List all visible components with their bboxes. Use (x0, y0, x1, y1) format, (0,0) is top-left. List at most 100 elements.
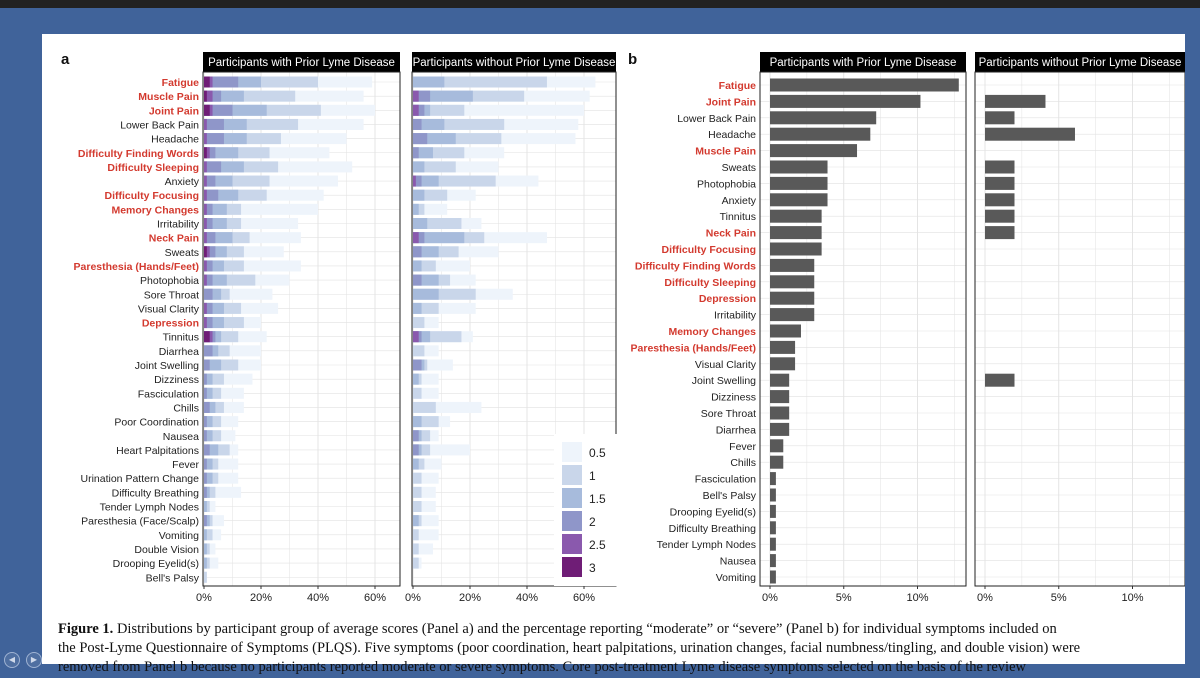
bar-a-0-10-3 (204, 218, 213, 229)
window-top-bar (0, 0, 1200, 8)
bar-a-0-1-4 (204, 90, 213, 102)
bar-a-1-28-1 (413, 472, 422, 484)
y-label-a: Difficulty Focusing (105, 190, 200, 202)
y-label-a: Nausea (163, 431, 199, 443)
bar-a-1-22-0 (413, 387, 439, 399)
bar-a-0-3-2 (204, 118, 247, 130)
bar-a-0-11-2 (204, 232, 233, 244)
bar-a-1-2-0 (413, 104, 584, 116)
bar-a-1-20-0 (413, 359, 453, 371)
y-label-a: Lower Back Pain (120, 119, 199, 131)
bar-a-0-17-3 (204, 317, 213, 329)
bar-a-0-22-2 (204, 387, 213, 399)
bar-a-0-22-0 (204, 387, 244, 399)
bar-a-0-10-0 (204, 218, 299, 229)
bar-a-0-7-1 (204, 175, 270, 187)
bar-b-0-14 (770, 308, 815, 322)
y-label-b: Headache (708, 129, 756, 141)
bar-a-0-21-1 (204, 373, 224, 385)
bar-b-1-7 (985, 193, 1015, 207)
bar-a-1-2-4 (413, 104, 419, 116)
bar-a-0-7-2 (204, 175, 233, 187)
bar-a-0-9-3 (204, 203, 213, 215)
bar-a-0-14-4 (204, 274, 207, 286)
bar-a-1-16-0 (413, 302, 476, 314)
bar-a-0-27-2 (204, 458, 213, 470)
bar-a-1-3-3 (413, 118, 422, 130)
bar-b-1-18 (985, 373, 1015, 387)
y-label-a: Photophobia (140, 275, 199, 287)
bar-b-0-30 (770, 570, 776, 584)
legend-label-4: 2.5 (589, 538, 606, 552)
bar-a-1-8-2 (413, 189, 425, 201)
bar-b-0-27 (770, 521, 776, 535)
bar-a-1-12-3 (413, 246, 422, 258)
bar-b-0-5 (770, 160, 828, 174)
y-label-a: Diarrhea (159, 346, 199, 358)
bar-a-0-25-2 (204, 430, 213, 442)
bar-a-0-0-3 (204, 76, 239, 88)
bar-a-1-6-1 (413, 161, 456, 173)
bar-a-0-23-3 (204, 401, 210, 413)
legend-label-1: 1 (589, 469, 596, 483)
y-label-a: Urination Pattern Change (81, 473, 200, 485)
facet-header-b-label-0: Participants with Prior Lyme Disease (770, 57, 957, 69)
bar-a-0-15-0 (204, 288, 273, 300)
y-label-a: Fatigue (162, 77, 199, 89)
legend-swatch-5 (562, 557, 582, 577)
x-tick-label-a: 40% (516, 592, 538, 604)
bar-a-1-26-0 (413, 444, 470, 456)
x-tick-label-a: 0% (405, 592, 421, 604)
bar-a-1-11-2 (413, 232, 465, 244)
bar-a-1-9-2 (413, 203, 419, 215)
bar-a-0-5-5 (204, 147, 207, 159)
bar-a-1-7-1 (413, 175, 496, 187)
bar-a-0-9-2 (204, 203, 227, 215)
bar-a-1-4-3 (413, 133, 428, 145)
bar-a-1-3-1 (413, 118, 505, 130)
bar-a-1-33-0 (413, 543, 433, 555)
bar-a-0-30-2 (204, 501, 207, 512)
y-label-b: Sore Throat (701, 408, 756, 420)
bar-a-0-21-2 (204, 373, 213, 385)
legend-label-2: 1.5 (589, 492, 606, 506)
legend-swatch-3 (562, 511, 582, 531)
bar-a-1-7-4 (413, 175, 416, 187)
bar-a-0-33-2 (204, 543, 207, 555)
bar-a-1-16-2 (413, 302, 422, 314)
figure-caption: Figure 1. Distributions by participant g… (58, 620, 1188, 678)
bar-b-1-1 (985, 94, 1046, 108)
bar-a-1-7-3 (413, 175, 422, 187)
prev-page-icon[interactable]: ◀ (4, 652, 20, 668)
y-label-a: Vomiting (159, 530, 199, 542)
bar-a-0-4-3 (204, 133, 224, 145)
y-label-b: Muscle Pain (695, 146, 756, 158)
next-page-icon[interactable]: ▶ (26, 652, 42, 668)
y-label-b: Joint Pain (706, 96, 756, 108)
bar-a-1-6-2 (413, 161, 425, 173)
bar-a-1-32-1 (413, 529, 419, 541)
bar-a-1-26-3 (413, 444, 419, 456)
panel-letter-b: b (628, 51, 637, 68)
x-tick-label-b: 10% (1121, 592, 1143, 604)
bar-b-0-22 (770, 439, 784, 453)
y-label-a: Tinnitus (163, 332, 199, 344)
y-label-b: Fatigue (719, 80, 756, 92)
bar-a-0-6-2 (204, 161, 244, 173)
caption-label: Figure 1. (58, 621, 114, 637)
bar-a-1-1-3 (413, 90, 431, 102)
facet-header-b-label-1: Participants without Prior Lyme Disease (979, 57, 1182, 69)
bar-b-0-1 (770, 94, 921, 108)
bar-a-0-2-5 (204, 104, 210, 116)
caption-line-1: Figure 1. Distributions by participant g… (58, 620, 1188, 639)
bar-a-1-5-1 (413, 147, 465, 159)
bar-a-1-33-1 (413, 543, 419, 555)
y-label-a: Chills (173, 402, 199, 414)
facet-header-a-label-1: Participants without Prior Lyme Disease (413, 57, 616, 69)
bar-b-0-21 (770, 422, 790, 436)
y-label-a: Memory Changes (111, 204, 199, 216)
facet-frame-a-1 (411, 71, 617, 587)
bar-a-0-13-3 (204, 260, 213, 272)
bar-b-1-5 (985, 160, 1015, 174)
x-tick-label-a: 40% (307, 592, 329, 604)
